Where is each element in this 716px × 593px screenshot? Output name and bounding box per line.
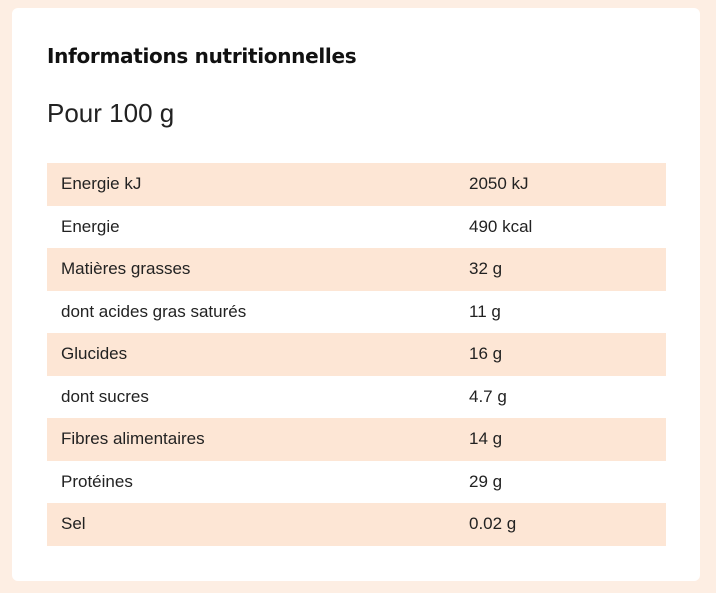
nutrient-value: 14 g [469,429,503,449]
nutrient-value: 4.7 g [469,386,507,406]
table-row: dont sucres 4.7 g [47,376,666,419]
card: Informations nutritionnelles Pour 100 g … [12,8,700,581]
nutrient-value: 11 g [469,301,501,321]
nutrient-value: 0.02 g [469,514,517,534]
nutrient-name: Glucides [61,344,128,364]
nutrient-name: Protéines [61,471,133,491]
table-row: Glucides 16 g [47,333,666,376]
nutrient-value: 29 g [469,471,503,491]
nutrient-value: 490 kcal [469,216,533,236]
nutrient-name: Energie [61,216,120,236]
nutrient-name: Sel [61,514,86,534]
nutrition-table: Energie kJ 2050 kJ Energie 490 kcal Matières… [47,163,666,546]
nutrient-value: 2050 kJ [469,174,529,194]
subtitle: Pour 100 g [47,98,175,128]
nutrient-name: Energie kJ [61,174,142,194]
table-row: Energie 490 kcal [47,206,666,249]
nutrient-value: 16 g [469,344,503,364]
nutrient-value: 32 g [469,259,503,279]
title: Informations nutritionnelles [47,44,357,68]
nutrient-name: dont sucres [61,386,149,406]
table-row: Protéines 29 g [47,461,666,504]
table-row: Energie kJ 2050 kJ [47,163,666,206]
nutrient-name: Matières grasses [61,259,191,279]
nutrient-name: Fibres alimentaires [61,429,205,449]
table-row: Matières grasses 32 g [47,248,666,291]
table-row: Sel 0.02 g [47,503,666,546]
nutrient-name: dont acides gras saturés [61,301,247,321]
table-row: dont acides gras saturés 11 g [47,291,666,334]
table-row: Fibres alimentaires 14 g [47,418,666,461]
